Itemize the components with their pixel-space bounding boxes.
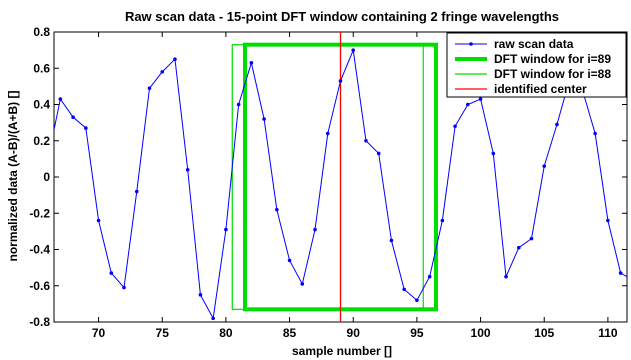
y-axis-label: normalized data (A-B)/(A+B) [] <box>6 90 20 261</box>
data-point <box>300 282 305 286</box>
data-point <box>542 164 547 168</box>
x-tick-label: 90 <box>347 326 361 340</box>
data-point <box>427 274 432 279</box>
legend-label: DFT window for i=89 <box>494 52 611 66</box>
y-tick-label: 0.2 <box>33 134 50 148</box>
plot-area: 70 75 80 85 90 95 100 105 110 -0.8 -0.6 -0.4 -0.2 0 0.… <box>29 25 628 340</box>
legend-marker <box>469 42 473 46</box>
data-point <box>84 126 88 130</box>
data-point <box>376 151 381 156</box>
data-point <box>160 70 165 74</box>
data-point <box>313 227 317 232</box>
data-point <box>122 285 126 290</box>
dft-window-i88 <box>231 44 424 310</box>
y-tick-label: -0.6 <box>29 279 50 293</box>
data-point <box>325 131 330 136</box>
legend-label: DFT window for i=88 <box>494 67 611 81</box>
data-point <box>618 271 623 275</box>
y-tick-label: 0.4 <box>33 98 50 112</box>
x-tick-label: 80 <box>219 326 233 340</box>
y-tick-label: 0.8 <box>33 25 50 39</box>
legend-label: identified center <box>494 82 587 96</box>
data-point <box>606 218 610 223</box>
data-point <box>173 57 177 61</box>
data-point <box>185 167 190 172</box>
y-tick-label: -0.4 <box>29 243 50 257</box>
data-point <box>275 207 279 212</box>
data-point <box>71 115 75 119</box>
data-point <box>529 236 534 241</box>
data-point <box>478 97 483 101</box>
data-point <box>109 271 114 275</box>
data-point <box>389 238 394 243</box>
data-point <box>96 218 101 223</box>
data-point <box>147 86 152 90</box>
x-axis-label: sample number [] <box>292 344 392 358</box>
data-point <box>287 258 292 263</box>
data-point <box>415 298 419 303</box>
data-point <box>351 48 356 52</box>
x-tick-label: 100 <box>471 326 491 340</box>
data-point <box>440 218 445 223</box>
legend-label: raw scan data <box>494 37 574 51</box>
x-tick-label: 105 <box>534 326 554 340</box>
data-point <box>504 274 508 279</box>
data-point <box>453 124 457 129</box>
x-tick-label: 85 <box>283 326 297 340</box>
data-point <box>555 122 559 127</box>
x-tick-label: 75 <box>156 326 170 340</box>
data-point <box>134 189 139 194</box>
data-point <box>491 151 496 156</box>
chart-title: Raw scan data - 15-point DFT window cont… <box>125 9 559 24</box>
data-point <box>593 131 597 136</box>
data-point <box>249 61 254 65</box>
data-point <box>224 227 228 232</box>
y-tick-label: -0.2 <box>29 206 50 220</box>
y-tick-label: -0.8 <box>29 315 50 329</box>
data-point <box>466 102 470 107</box>
data-point <box>198 293 203 297</box>
data-point <box>402 287 406 292</box>
x-tick-label: 95 <box>410 326 424 340</box>
x-tick-label: 70 <box>92 326 106 340</box>
y-tick-label: 0 <box>43 170 50 184</box>
x-tick-label: 110 <box>598 326 618 340</box>
data-point <box>364 138 368 143</box>
data-point <box>338 79 343 83</box>
data-point <box>58 97 63 101</box>
data-point <box>236 102 241 107</box>
data-point <box>211 316 215 321</box>
data-layer <box>54 32 627 322</box>
data-point <box>262 117 266 121</box>
y-tick-label: 0.6 <box>33 61 50 75</box>
data-point <box>516 245 521 250</box>
